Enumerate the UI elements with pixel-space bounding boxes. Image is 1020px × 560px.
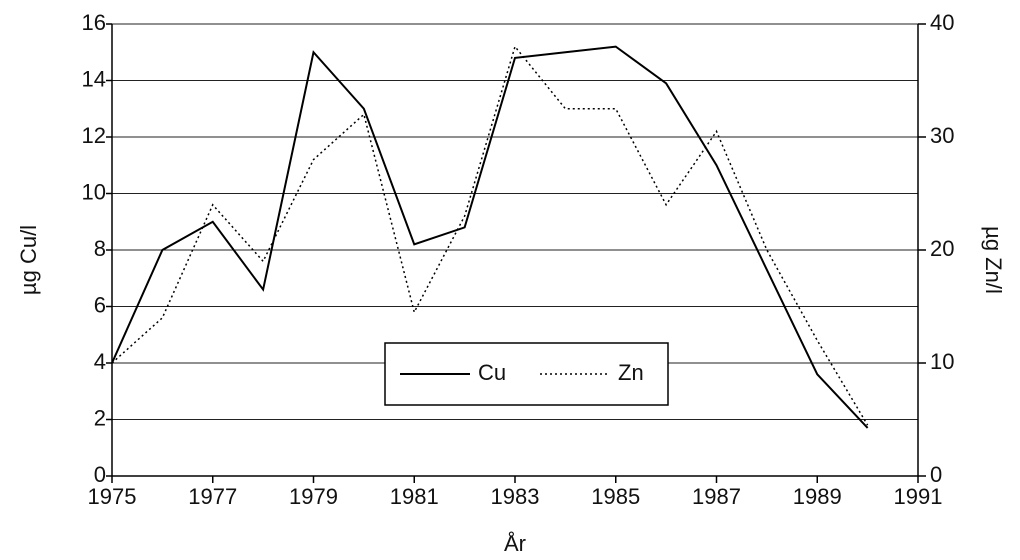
- y-tick-label: 8: [94, 236, 106, 261]
- x-tick-label: 1985: [591, 484, 640, 509]
- x-tick-label: 1987: [692, 484, 741, 509]
- x-tick-label: 1977: [188, 484, 237, 509]
- y-tick-label: 14: [82, 66, 106, 91]
- y2-tick-label: 20: [930, 236, 954, 261]
- x-tick-label: 1975: [88, 484, 137, 509]
- y-tick-label: 10: [82, 179, 106, 204]
- series-line: [111, 45, 869, 429]
- legend-label: Zn: [618, 360, 644, 385]
- x-tick-label: 1991: [894, 484, 943, 509]
- y-tick-label: 2: [94, 405, 106, 430]
- y-axis-label: µg Cu/l: [16, 225, 41, 295]
- y2-tick-label: 30: [930, 123, 954, 148]
- y2-tick-label: 10: [930, 349, 954, 374]
- x-axis-label: År: [504, 531, 526, 556]
- y2-tick-label: 0: [930, 462, 942, 487]
- y-tick-label: 0: [94, 462, 106, 487]
- y-tick-label: 12: [82, 123, 106, 148]
- x-tick-label: 1989: [793, 484, 842, 509]
- x-tick-label: 1981: [390, 484, 439, 509]
- y2-axis-label: µg Zn/l: [981, 226, 1006, 294]
- y-tick-label: 4: [94, 349, 106, 374]
- x-tick-label: 1983: [491, 484, 540, 509]
- y-tick-label: 16: [82, 10, 106, 35]
- legend-label: Cu: [478, 360, 506, 385]
- y2-tick-label: 40: [930, 10, 954, 35]
- x-tick-label: 1979: [289, 484, 338, 509]
- y-tick-label: 6: [94, 292, 106, 317]
